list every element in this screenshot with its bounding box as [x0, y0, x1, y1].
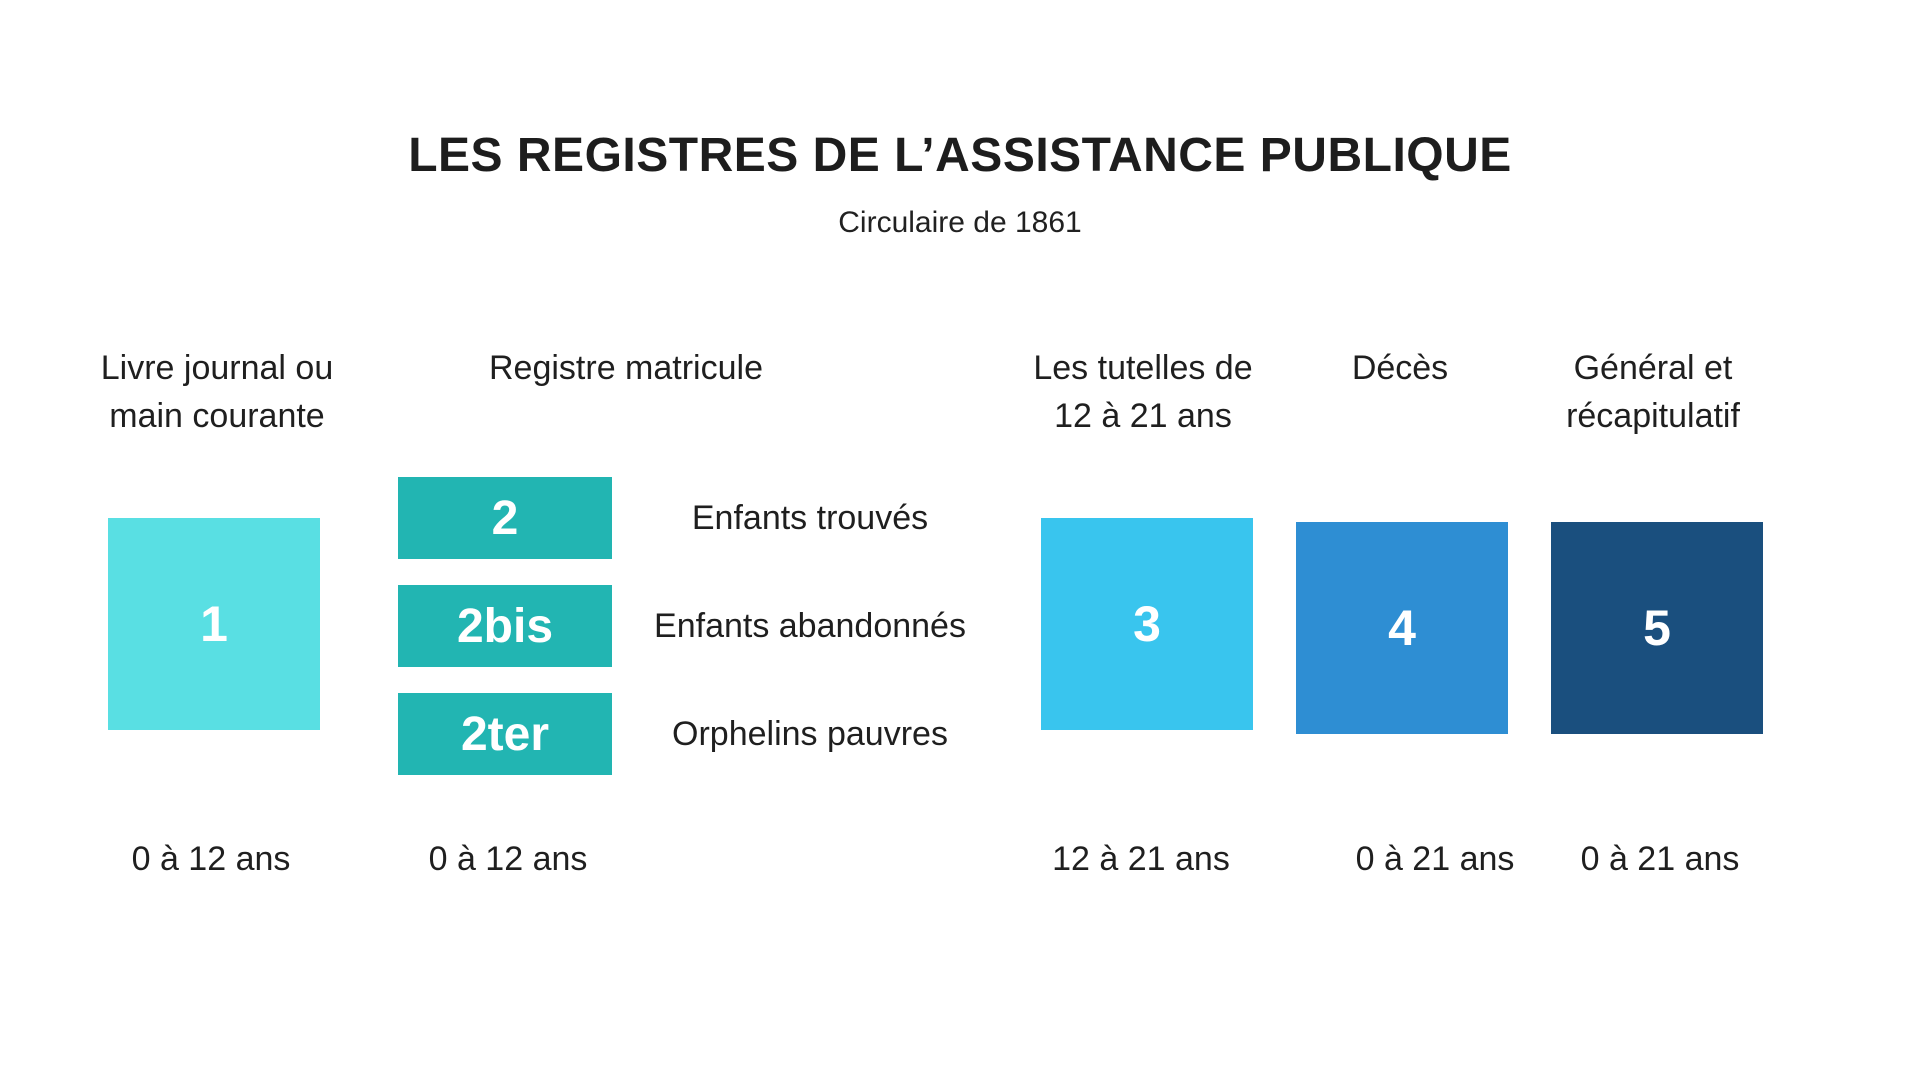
register-bar-number: 2bis: [456, 599, 554, 653]
column-header-general: Général et récapitulatif: [1483, 344, 1823, 440]
register-box-number: 5: [1643, 600, 1671, 656]
bar-label-enfants-abandonnes: Enfants abandonnés: [654, 606, 966, 645]
page-subtitle: Circulaire de 1861: [838, 206, 1082, 239]
column-header-line: Les tutelles de: [1033, 349, 1253, 387]
column-header-livre-journal: Livre journal ou main courante: [47, 344, 387, 440]
age-label-deces: 0 à 21 ans: [1355, 840, 1515, 878]
column-header-line: Général et: [1573, 349, 1733, 387]
column-header-line: Décès: [1351, 349, 1449, 387]
register-box-3: 3: [1041, 518, 1253, 730]
column-header-line: main courante: [109, 397, 325, 435]
age-label-registre-matricule: 0 à 12 ans: [428, 840, 588, 878]
bar-label-orphelins-pauvres: Orphelins pauvres: [672, 714, 948, 753]
register-bar-2: 2: [398, 477, 612, 559]
register-box-1: 1: [108, 518, 320, 730]
register-box-5: 5: [1551, 522, 1763, 734]
page-title: LES REGISTRES DE L’ASSISTANCE PUBLIQUE: [408, 129, 1512, 182]
column-header-line: 12 à 21 ans: [1054, 397, 1232, 435]
column-header-deces: Décès: [1230, 344, 1570, 392]
register-bar-2bis: 2bis: [398, 585, 612, 667]
register-box-number: 3: [1133, 596, 1161, 652]
column-header-line: Livre journal ou: [100, 349, 334, 387]
age-label-tutelles: 12 à 21 ans: [1052, 840, 1230, 878]
register-box-number: 1: [200, 596, 228, 652]
column-header-line: récapitulatif: [1566, 397, 1740, 435]
column-header-tutelles: Les tutelles de 12 à 21 ans: [973, 344, 1313, 440]
register-box-4: 4: [1296, 522, 1508, 734]
register-bar-2ter: 2ter: [398, 693, 612, 775]
bar-label-enfants-trouves: Enfants trouvés: [691, 498, 929, 537]
age-label-general: 0 à 21 ans: [1580, 840, 1740, 878]
register-bar-number: 2ter: [460, 707, 550, 761]
age-label-livre-journal: 0 à 12 ans: [131, 840, 291, 878]
register-box-number: 4: [1388, 600, 1416, 656]
column-header-registre-matricule: Registre matricule: [456, 344, 796, 392]
register-bar-number: 2: [491, 491, 519, 545]
column-header-line: Registre matricule: [489, 349, 763, 387]
